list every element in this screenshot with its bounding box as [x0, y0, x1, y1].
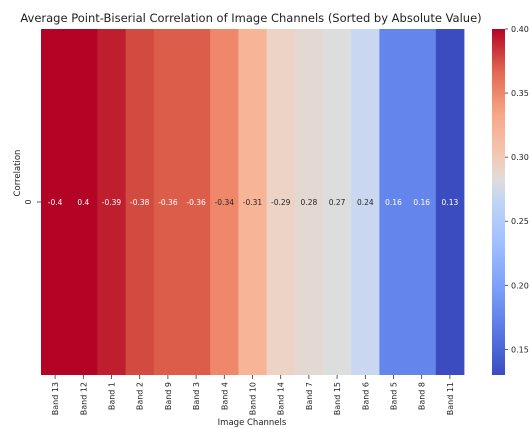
cell-value-label: 0.4 [77, 198, 89, 207]
x-tick-label: Band 13 [51, 382, 60, 415]
x-tick-label: Band 9 [164, 382, 173, 410]
heatmap-cell [41, 29, 70, 375]
x-tick-label: Band 11 [446, 382, 455, 415]
cell-value-label: -0.29 [271, 198, 291, 207]
x-tick-label: Band 15 [333, 382, 342, 415]
colorbar-tick-label: 0.40 [511, 25, 529, 34]
x-tick-label: Band 8 [418, 382, 427, 410]
cell-value-label: -0.31 [243, 198, 263, 207]
heatmap-cell [238, 29, 267, 375]
colorbar-tick-label: 0.15 [511, 345, 529, 354]
heatmap-cell [407, 29, 437, 375]
heatmap-cell [97, 29, 126, 375]
x-tick-label: Band 3 [192, 382, 201, 410]
cell-value-label: -0.36 [186, 198, 206, 207]
cell-value-label: 0.16 [385, 198, 402, 207]
colorbar-tick-label: 0.25 [511, 217, 529, 226]
cell-value-label: -0.4 [48, 198, 63, 207]
cell-value-label: 0.13 [442, 198, 459, 207]
x-tick-label: Band 12 [79, 382, 88, 415]
heatmap-cell [435, 29, 465, 375]
x-tick-label: Band 6 [361, 382, 370, 410]
cell-value-label: 0.28 [301, 198, 318, 207]
x-axis-ticks: Band 13 Band 12 Band 1 Band 2 Band 9 Band 3 Ba… [51, 375, 455, 415]
chart-title: Average Point-Biserial Correlation of Im… [20, 11, 481, 25]
x-tick-label: Band 4 [220, 382, 229, 410]
cell-value-label: 0.24 [357, 198, 374, 207]
colorbar [492, 29, 505, 375]
x-tick-label: Band 10 [249, 382, 258, 415]
x-tick-label: Band 14 [277, 382, 286, 415]
heatmap-cell [125, 29, 155, 375]
cell-value-label: -0.38 [130, 198, 150, 207]
cell-value-label: -0.39 [102, 198, 122, 207]
cell-value-label: -0.36 [158, 198, 178, 207]
heatmap-cell [294, 29, 324, 375]
colorbar-ticks: 0.15 0.20 0.25 0.30 0.35 0.40 [505, 25, 529, 354]
heatmap-cell [351, 29, 380, 375]
heatmap-cells [41, 29, 465, 375]
y-axis-row-label: 0 [24, 199, 33, 204]
heatmap-cell [182, 29, 211, 375]
x-tick-label: Band 2 [136, 382, 145, 410]
heatmap-cell [153, 29, 183, 375]
heatmap-cell [379, 29, 408, 375]
colorbar-tick-label: 0.20 [511, 281, 529, 290]
y-axis-label: Correlation [13, 150, 23, 197]
x-axis-label: Image Channels [218, 418, 287, 428]
heatmap-cell [323, 29, 352, 375]
x-tick-label: Band 5 [390, 382, 399, 410]
x-tick-label: Band 7 [305, 382, 314, 410]
x-tick-label: Band 1 [108, 382, 117, 410]
cell-value-label: 0.27 [329, 198, 346, 207]
colorbar-tick-label: 0.30 [511, 153, 529, 162]
heatmap-cell-labels: -0.4 0.4 -0.39 -0.38 -0.36 -0.36 -0.34 -0.31 -0.… [48, 198, 459, 207]
colorbar-tick-label: 0.35 [511, 89, 529, 98]
cell-value-label: 0.16 [413, 198, 430, 207]
heatmap-cell [210, 29, 239, 375]
cell-value-label: -0.34 [215, 198, 235, 207]
heatmap-cell [69, 29, 98, 375]
heatmap-cell [266, 29, 296, 375]
